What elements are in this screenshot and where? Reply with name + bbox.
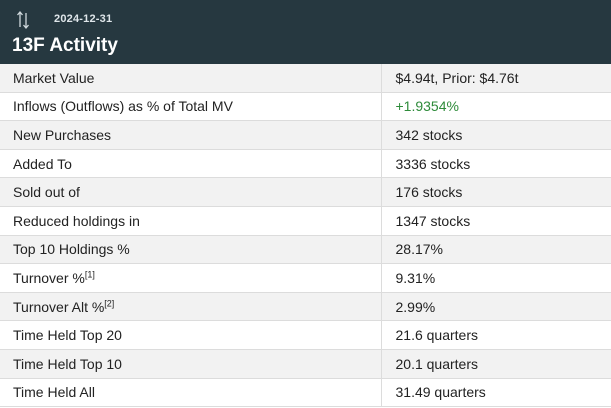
row-label: Market Value — [0, 64, 381, 93]
panel-title: 13F Activity — [12, 35, 118, 56]
table-row: Turnover Alt %[2] 2.99% — [0, 292, 611, 322]
report-date: 2024-12-31 — [54, 13, 113, 25]
row-value: 342 stocks — [380, 120, 611, 150]
row-label: Time Held All — [0, 378, 381, 408]
row-value: 1347 stocks — [380, 206, 611, 236]
row-label: Inflows (Outflows) as % of Total MV — [0, 92, 381, 122]
table-row: Turnover %[1] 9.31% — [0, 263, 611, 293]
table-row: Market Value $4.94t, Prior: $4.76t — [0, 64, 611, 93]
table-row: Sold out of 176 stocks — [0, 177, 611, 207]
row-value: 9.31% — [380, 263, 611, 293]
table-row: Time Held All 31.49 quarters — [0, 378, 611, 408]
table-row: Added To 3336 stocks — [0, 149, 611, 179]
sort-arrows-icon[interactable] — [16, 10, 30, 30]
row-value: 31.49 quarters — [380, 378, 611, 408]
panel-header: 2024-12-31 13F Activity — [0, 0, 611, 64]
footnote-link[interactable]: [1] — [84, 269, 95, 280]
row-label: Added To — [0, 149, 381, 179]
table-row: New Purchases 342 stocks — [0, 120, 611, 150]
activity-table: Market Value $4.94t, Prior: $4.76t Inflo… — [0, 64, 611, 408]
row-value-positive: +1.9354% — [380, 92, 611, 122]
table-row: Time Held Top 10 20.1 quarters — [0, 349, 611, 379]
row-value: 2.99% — [380, 292, 611, 322]
table-row: Top 10 Holdings % 28.17% — [0, 235, 611, 265]
row-value: 176 stocks — [380, 177, 611, 207]
row-value: $4.94t, Prior: $4.76t — [380, 64, 611, 93]
table-row: Reduced holdings in 1347 stocks — [0, 206, 611, 236]
row-value: 28.17% — [380, 235, 611, 265]
row-label: Time Held Top 10 — [0, 349, 381, 379]
row-value: 20.1 quarters — [380, 349, 611, 379]
row-value: 21.6 quarters — [380, 320, 611, 350]
table-row: Inflows (Outflows) as % of Total MV +1.9… — [0, 92, 611, 122]
table-row: Time Held Top 20 21.6 quarters — [0, 320, 611, 350]
row-label: Top 10 Holdings % — [0, 235, 381, 265]
row-value: 3336 stocks — [380, 149, 611, 179]
row-label: Sold out of — [0, 177, 381, 207]
row-label: New Purchases — [0, 120, 381, 150]
row-label: Turnover Alt %[2] — [0, 292, 381, 322]
row-label: Reduced holdings in — [0, 206, 381, 236]
row-label: Time Held Top 20 — [0, 320, 381, 350]
row-label: Turnover %[1] — [0, 263, 381, 293]
footnote-link[interactable]: [2] — [104, 297, 115, 308]
